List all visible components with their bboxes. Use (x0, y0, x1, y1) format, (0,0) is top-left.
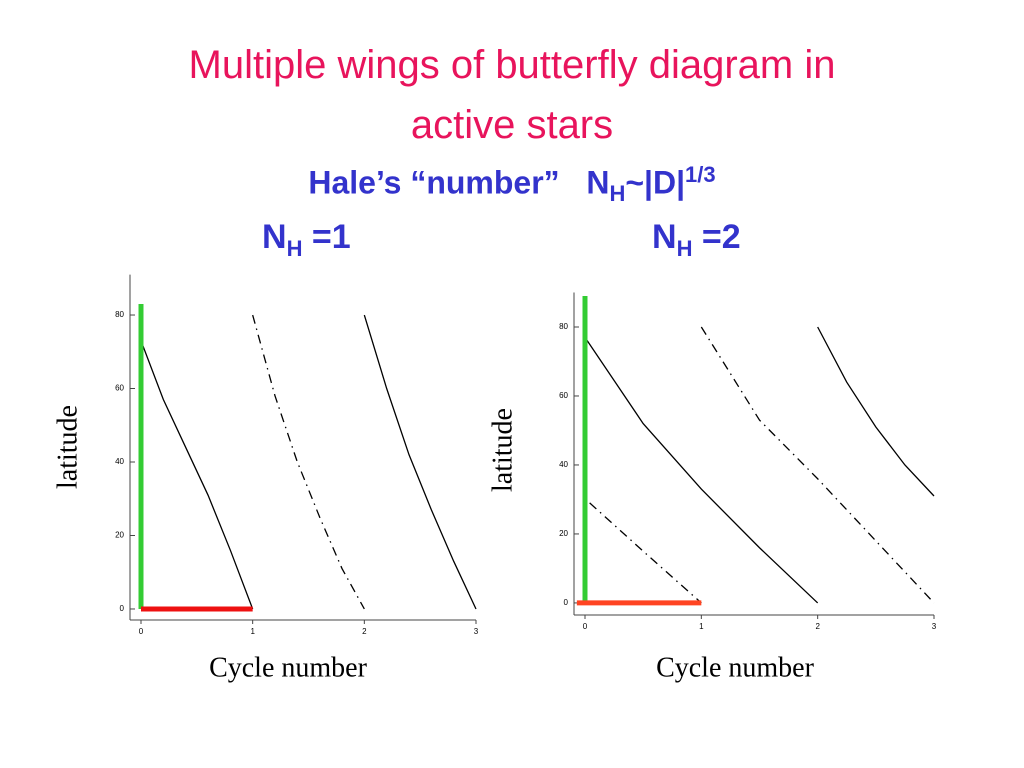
relation: ~|D| (625, 164, 686, 201)
y-tick-label: 60 (115, 384, 124, 393)
y-tick-label: 40 (559, 460, 568, 469)
y-axis-label: latitude (487, 408, 518, 492)
line (584, 336, 819, 604)
y-tick-label: 80 (115, 310, 124, 319)
symbol: N (652, 218, 677, 256)
x-tick-label: 0 (583, 622, 588, 631)
slide-title: active stars (410, 103, 614, 147)
line (252, 314, 365, 610)
x-tick-label: 3 (474, 627, 479, 636)
x-axis-label: Cycle number (656, 652, 815, 683)
symbol: N (586, 164, 610, 201)
line (589, 502, 702, 604)
x-tick-label: 1 (250, 627, 255, 636)
x-axis-label: Cycle number (209, 652, 368, 683)
y-tick-label: 20 (115, 531, 124, 540)
y-axis-label: latitude (52, 405, 83, 489)
slide-title: Multiple wings of butterfly diagram in (188, 43, 836, 87)
subscript: H (609, 181, 626, 207)
y-tick-label: 40 (115, 457, 124, 466)
line (140, 340, 254, 610)
y-tick-label: 60 (559, 391, 568, 400)
line (700, 326, 935, 604)
y-tick-label: 0 (564, 598, 569, 607)
y-tick-label: 0 (120, 604, 125, 613)
exponent: 1/3 (685, 162, 716, 187)
x-tick-label: 2 (362, 627, 367, 636)
subscript: H (676, 235, 693, 261)
suffix: =1 (311, 218, 351, 256)
x-tick-label: 1 (699, 622, 704, 631)
suffix: =2 (701, 218, 741, 256)
y-tick-label: 20 (559, 529, 568, 538)
subscript: H (286, 235, 303, 261)
y-tick-label: 80 (559, 322, 568, 331)
chart-title: NH =1 (262, 218, 351, 262)
x-tick-label: 2 (815, 622, 820, 631)
x-tick-label: 0 (139, 627, 144, 636)
chart-title: NH =2 (652, 218, 741, 262)
line (817, 326, 935, 497)
subtitle: Hale’s “number” NH~|D|1/3 (0, 162, 1024, 207)
line (363, 314, 477, 610)
symbol: N (262, 218, 287, 256)
x-tick-label: 3 (932, 622, 937, 631)
subtitle-text: Hale’s “number” (308, 164, 560, 201)
